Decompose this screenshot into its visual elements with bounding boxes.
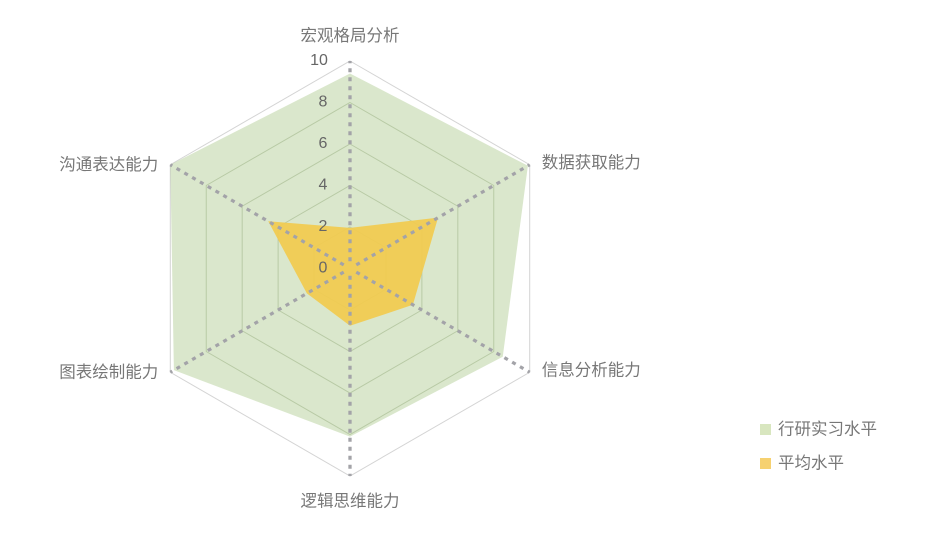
svg-text:宏观格局分析: 宏观格局分析 (301, 26, 400, 45)
svg-text:数据获取能力: 数据获取能力 (542, 153, 641, 172)
svg-text:图表绘制能力: 图表绘制能力 (59, 363, 158, 382)
svg-text:2: 2 (319, 218, 328, 235)
svg-text:行研实习水平: 行研实习水平 (778, 419, 877, 438)
svg-text:信息分析能力: 信息分析能力 (542, 361, 641, 380)
svg-text:平均水平: 平均水平 (778, 453, 844, 472)
svg-text:4: 4 (319, 177, 328, 194)
svg-text:8: 8 (319, 94, 328, 111)
svg-text:10: 10 (310, 52, 328, 69)
svg-text:6: 6 (319, 135, 328, 152)
svg-text:沟通表达能力: 沟通表达能力 (59, 155, 158, 174)
svg-text:0: 0 (319, 260, 328, 277)
svg-text:逻辑思维能力: 逻辑思维能力 (301, 491, 400, 510)
